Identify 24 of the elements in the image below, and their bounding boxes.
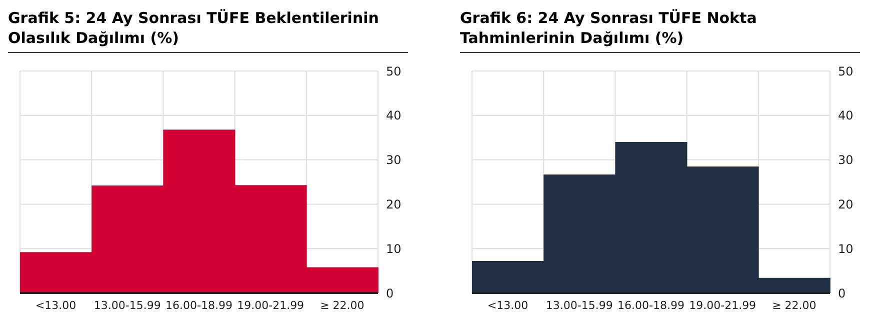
y-tick-label: 20 xyxy=(838,197,854,212)
chart-title: Grafik 5: 24 Ay Sonrası TÜFE Beklentilerinin Olasılık Dağılımı (%) xyxy=(8,8,408,53)
x-tick-label: <13.00 xyxy=(487,298,528,312)
y-tick-label: 50 xyxy=(386,64,402,78)
x-tick-label: ≥ 22.00 xyxy=(320,298,364,312)
y-tick-label: 30 xyxy=(386,153,402,168)
y-tick-label: 50 xyxy=(838,64,854,78)
x-tick-label: 13.00-15.99 xyxy=(94,298,161,312)
chart-title: Grafik 6: 24 Ay Sonrası TÜFE Nokta Tahminlerinin Dağılımı (%) xyxy=(460,8,860,53)
x-tick-label: 16.00-18.99 xyxy=(618,298,684,312)
y-tick-label: 30 xyxy=(838,153,854,168)
x-tick-label: 19.00-21.99 xyxy=(237,298,304,312)
y-tick-label: 40 xyxy=(838,108,854,123)
x-tick-label: 13.00-15.99 xyxy=(546,298,613,312)
y-tick-label: 10 xyxy=(838,242,854,256)
x-tick-label: ≥ 22.00 xyxy=(772,298,816,312)
x-tick-label: 19.00-21.99 xyxy=(689,298,756,312)
y-tick-label: 0 xyxy=(386,286,394,300)
y-tick-label: 10 xyxy=(386,242,402,256)
x-tick-label: 16.00-18.99 xyxy=(166,298,232,312)
y-tick-label: 40 xyxy=(386,108,402,123)
y-tick-label: 0 xyxy=(838,286,846,300)
x-tick-label: <13.00 xyxy=(35,298,76,312)
y-tick-label: 20 xyxy=(386,197,402,212)
